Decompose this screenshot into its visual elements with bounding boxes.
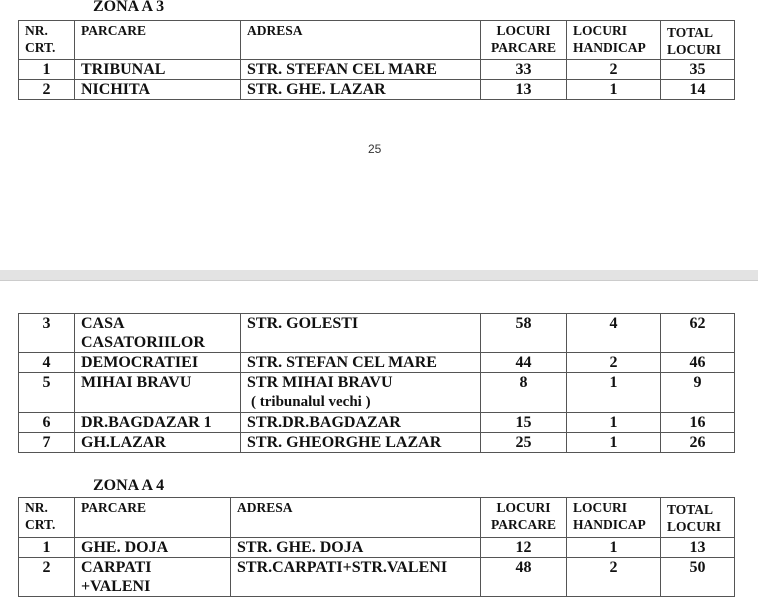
cell-locuri: 13 (480, 79, 567, 100)
cell-parcare: MIHAI BRAVU (74, 372, 241, 413)
cell-parcare: NICHITA (74, 79, 241, 100)
cell-handicap: 1 (566, 432, 661, 453)
page-number: 25 (368, 142, 382, 156)
cell-adresa: STR. GHE. LAZAR (240, 79, 481, 100)
cell-adresa: STR. GOLESTI (240, 313, 481, 353)
table-row: 1 TRIBUNAL STR. STEFAN CEL MARE 33 2 35 (18, 59, 735, 80)
cell-handicap: 4 (566, 313, 661, 353)
cell-parcare: GHE. DOJA (74, 537, 231, 558)
cell-locuri: 12 (480, 537, 567, 558)
cell-nr: 4 (18, 352, 75, 373)
cell-parcare: DEMOCRATIEI (74, 352, 241, 373)
table-row: 2 NICHITA STR. GHE. LAZAR 13 1 14 (18, 79, 735, 100)
cell-handicap: 2 (566, 59, 661, 80)
cell-total: 26 (660, 432, 735, 453)
cell-adresa: STR.CARPATI+STR.VALENI (230, 557, 481, 597)
cell-nr: 2 (18, 557, 75, 597)
table-row: 2 CARPATI +VALENI STR.CARPATI+STR.VALENI 48… (18, 557, 735, 597)
header-locuri-parcare: LOCURI PARCARE (480, 497, 567, 538)
cell-nr: 2 (18, 79, 75, 100)
cell-parcare: GH.LAZAR (74, 432, 241, 453)
cell-nr: 7 (18, 432, 75, 453)
cell-locuri: 8 (480, 372, 567, 413)
zone-a4-table: NR. CRT. PARCARE ADRESA LOCURI PARCARE LOC… (18, 497, 735, 597)
adresa-note: ( tribunalul vechi ) (251, 394, 371, 410)
cell-nr: 3 (18, 313, 75, 353)
header-nr: NR. CRT. (18, 497, 75, 538)
cell-adresa: STR. GHE. DOJA (230, 537, 481, 558)
cell-handicap: 2 (566, 352, 661, 373)
cell-adresa: STR MIHAI BRAVU( tribunalul vechi ) (240, 372, 481, 413)
header-total-locuri: TOTAL LOCURI (660, 497, 735, 538)
header-adresa: ADRESA (230, 497, 481, 538)
cell-handicap: 1 (566, 412, 661, 433)
header-adresa: ADRESA (240, 20, 481, 60)
cell-total: 9 (660, 372, 735, 413)
cell-locuri: 33 (480, 59, 567, 80)
cell-total: 13 (660, 537, 735, 558)
cell-total: 62 (660, 313, 735, 353)
cell-locuri: 58 (480, 313, 567, 353)
cell-parcare: TRIBUNAL (74, 59, 241, 80)
cell-adresa: STR. STEFAN CEL MARE (240, 59, 481, 80)
cell-total: 50 (660, 557, 735, 597)
table-row: 5 MIHAI BRAVU STR MIHAI BRAVU( tribunalul … (18, 372, 735, 413)
cell-adresa: STR.DR.BAGDAZAR (240, 412, 481, 433)
table-header: NR. CRT. PARCARE ADRESA LOCURI PARCARE LOC… (18, 20, 735, 60)
header-total-locuri: TOTAL LOCURI (660, 20, 735, 60)
zone-title: ZONA A 4 (93, 477, 165, 494)
table-row: 1 GHE. DOJA STR. GHE. DOJA 12 1 13 (18, 537, 735, 558)
header-locuri-handicap: LOCURI HANDICAP (566, 20, 661, 60)
header-locuri-handicap: LOCURI HANDICAP (566, 497, 661, 538)
document-page-25: ZONA A 3 NR. CRT. PARCARE ADRESA LOCURI PA… (0, 0, 758, 270)
zone-a3-table: NR. CRT. PARCARE ADRESA LOCURI PARCARE LOC… (18, 20, 735, 100)
document-page-26: 3 CASA CASATORIILOR STR. GOLESTI 58 4 62 4 DEM… (0, 283, 758, 597)
cell-nr: 6 (18, 412, 75, 433)
cell-adresa: STR. GHEORGHE LAZAR (240, 432, 481, 453)
cell-total: 35 (660, 59, 735, 80)
table-row: 6 DR.BAGDAZAR 1 STR.DR.BAGDAZAR 15 1 16 (18, 412, 735, 433)
cell-nr: 1 (18, 537, 75, 558)
cell-parcare: CARPATI +VALENI (74, 557, 231, 597)
cell-locuri: 15 (480, 412, 567, 433)
table-header: NR. CRT. PARCARE ADRESA LOCURI PARCARE LOC… (18, 497, 735, 538)
cell-total: 46 (660, 352, 735, 373)
header-parcare: PARCARE (74, 20, 241, 60)
header-parcare: PARCARE (74, 497, 231, 538)
cell-handicap: 2 (566, 557, 661, 597)
header-nr: NR. CRT. (18, 20, 75, 60)
zone-a3-table-continued: 3 CASA CASATORIILOR STR. GOLESTI 58 4 62 4 DEM… (18, 313, 735, 453)
cell-locuri: 48 (480, 557, 567, 597)
cell-parcare: DR.BAGDAZAR 1 (74, 412, 241, 433)
table-row: 7 GH.LAZAR STR. GHEORGHE LAZAR 25 1 26 (18, 432, 735, 453)
table-row: 4 DEMOCRATIEI STR. STEFAN CEL MARE 44 2 46 (18, 352, 735, 373)
page-separator (0, 270, 758, 281)
cell-parcare: CASA CASATORIILOR (74, 313, 241, 353)
cell-locuri: 25 (480, 432, 567, 453)
cell-locuri: 44 (480, 352, 567, 373)
cell-handicap: 1 (566, 537, 661, 558)
cell-handicap: 1 (566, 372, 661, 413)
cell-nr: 5 (18, 372, 75, 413)
table-row: 3 CASA CASATORIILOR STR. GOLESTI 58 4 62 (18, 313, 735, 353)
header-locuri-parcare: LOCURI PARCARE (480, 20, 567, 60)
cell-total: 14 (660, 79, 735, 100)
cell-handicap: 1 (566, 79, 661, 100)
zone-title: ZONA A 3 (93, 0, 165, 15)
cell-adresa: STR. STEFAN CEL MARE (240, 352, 481, 373)
cell-total: 16 (660, 412, 735, 433)
cell-nr: 1 (18, 59, 75, 80)
